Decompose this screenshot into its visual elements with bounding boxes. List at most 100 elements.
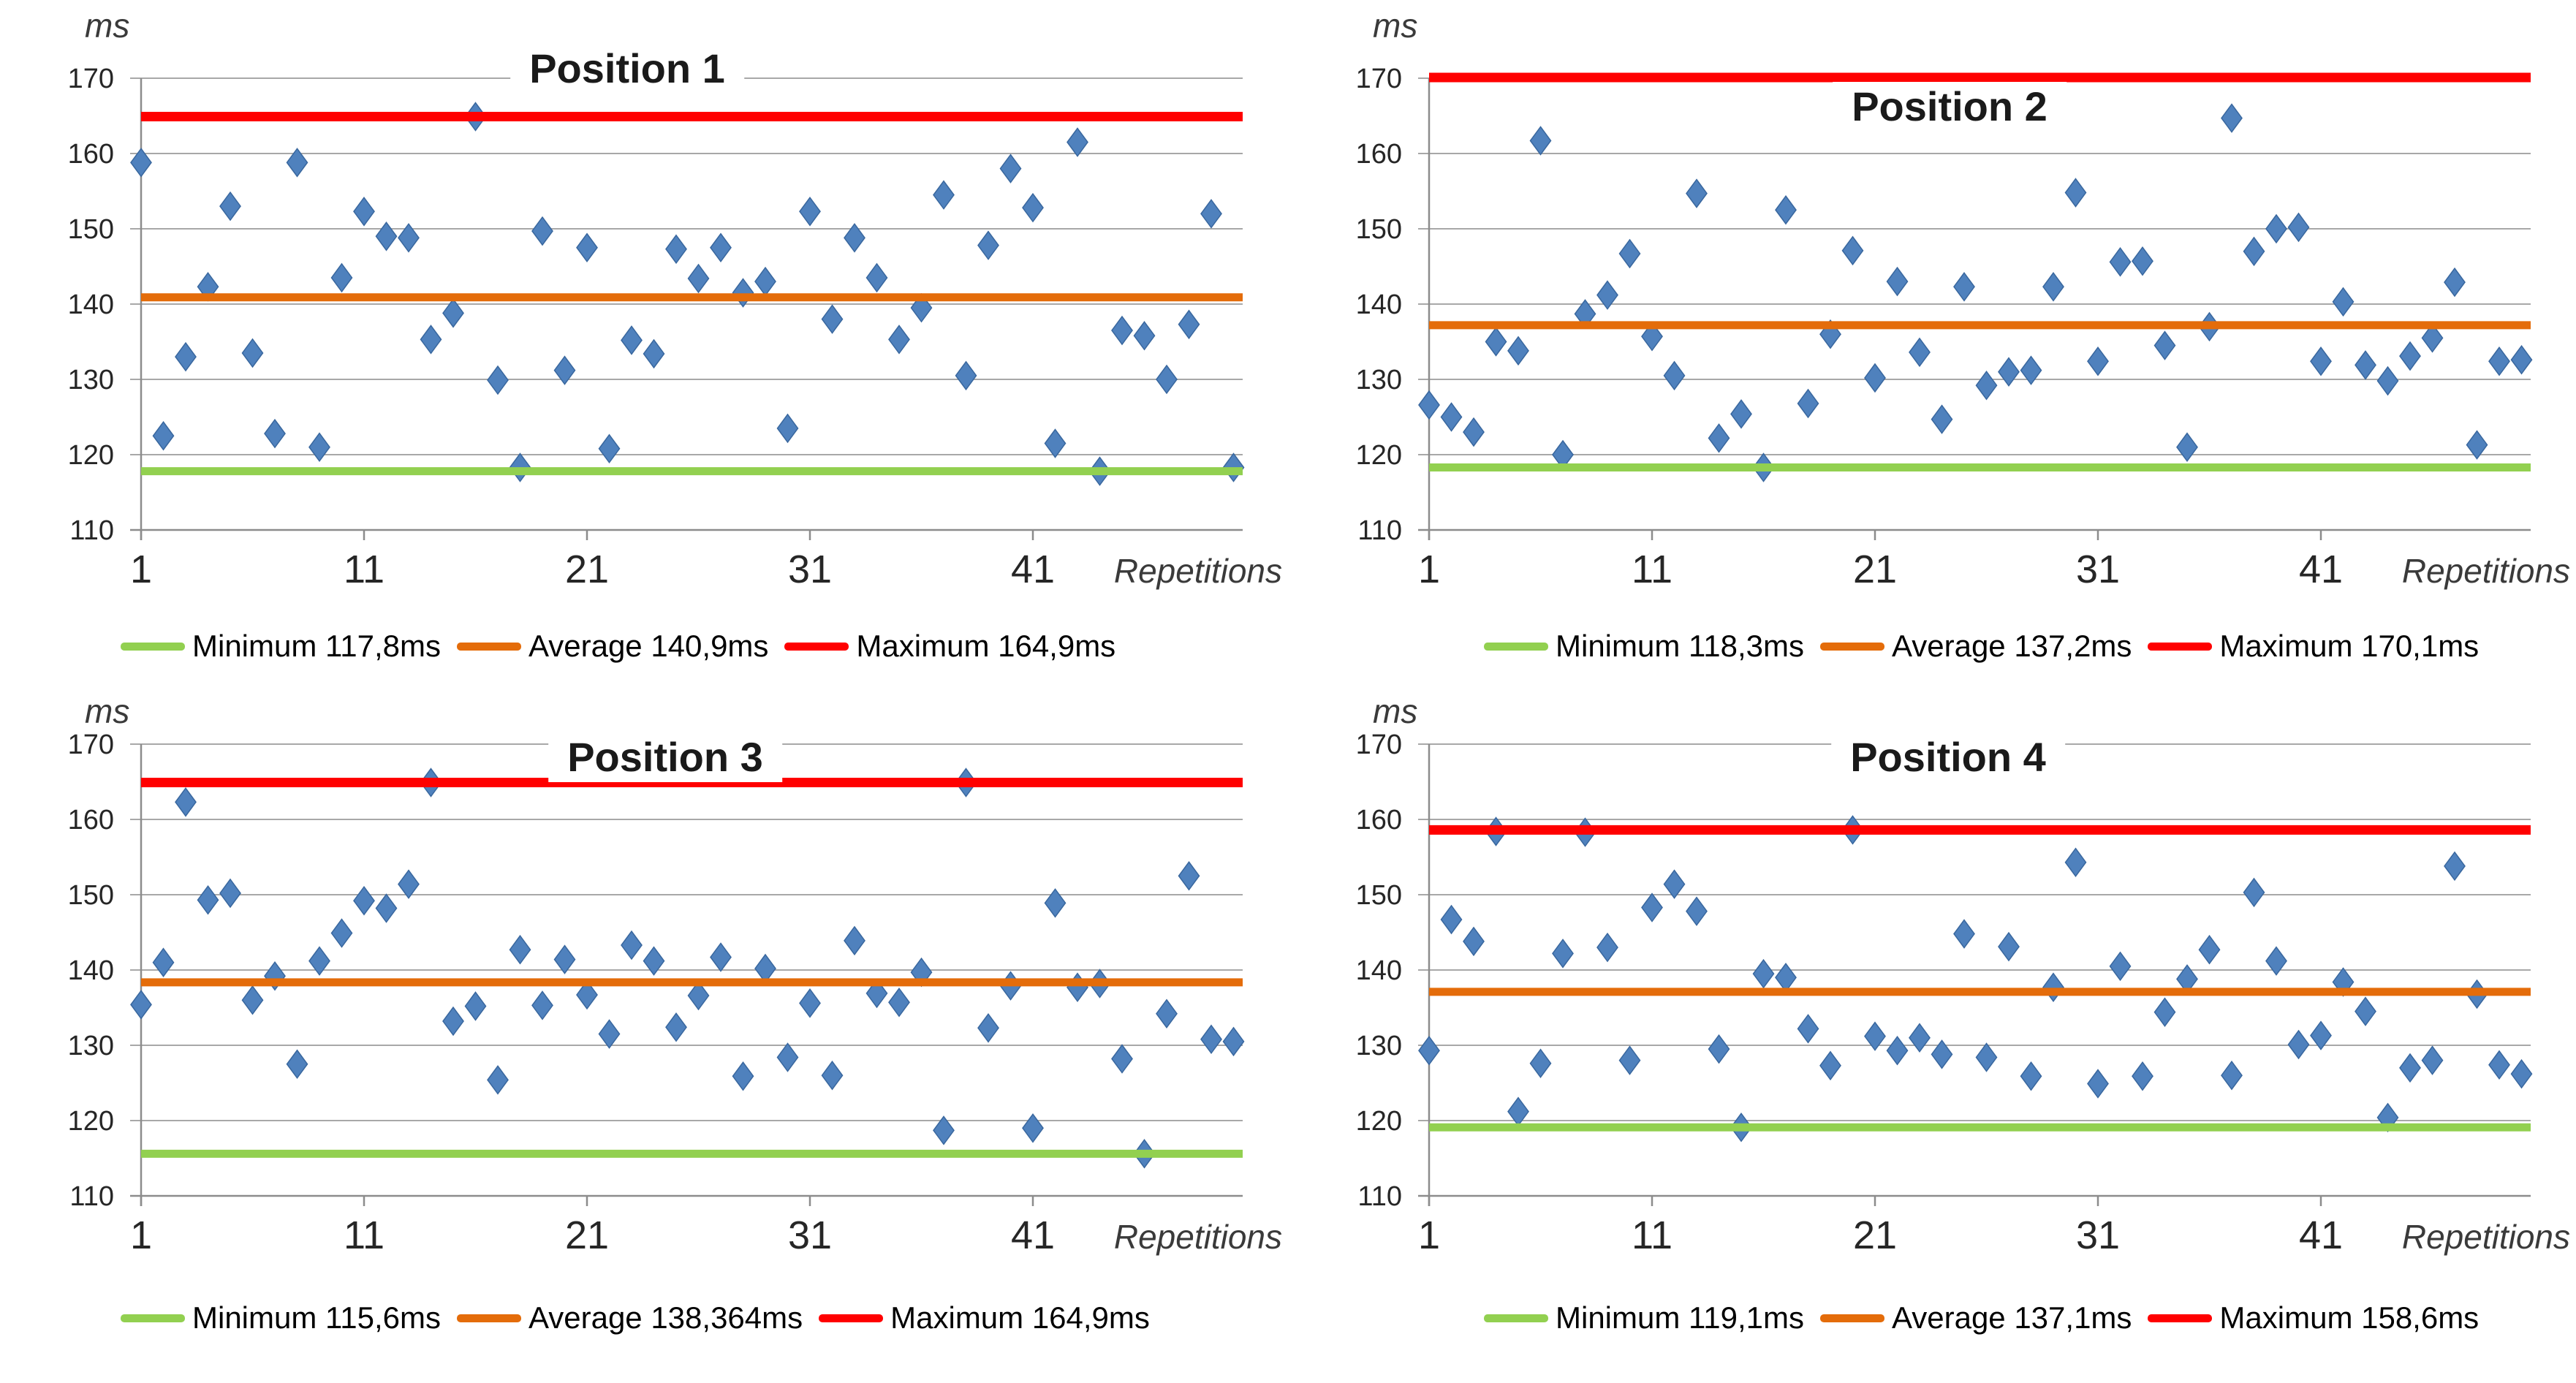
chart-title: Position 1 <box>510 44 744 94</box>
data-point-marker <box>1111 1044 1133 1074</box>
data-point-marker <box>933 1115 955 1145</box>
data-point-marker <box>1044 888 1067 918</box>
data-point-marker <box>1708 1034 1730 1064</box>
data-point-marker <box>2265 213 2287 244</box>
x-tick-label: 11 <box>1632 547 1672 591</box>
data-point-marker <box>308 946 330 976</box>
data-point-marker <box>2132 246 2153 276</box>
data-point-marker <box>799 988 821 1018</box>
y-tick-labels: 110 120 130 140 150 160 170 <box>68 64 114 546</box>
data-point-marker <box>1909 1023 1931 1053</box>
data-point-marker <box>2221 1060 2243 1091</box>
y-tick-label: 150 <box>68 214 114 245</box>
maximum-line-swatch <box>784 642 849 651</box>
x-tick-label: 31 <box>2076 1213 2120 1257</box>
y-tick-labels: 110 120 130 140 150 160 170 <box>1356 730 1402 1212</box>
x-tick-labels: 1 11 21 31 41 <box>130 547 1055 591</box>
y-tick-label: 170 <box>68 64 114 94</box>
x-tick-label: 11 <box>1632 1213 1672 1257</box>
legend-label-maximum: Maximum 158,6ms <box>2219 1300 2480 1335</box>
data-point-marker <box>330 918 353 948</box>
data-point-marker <box>732 1061 754 1091</box>
data-points <box>130 768 1245 1169</box>
data-point-marker <box>2020 1061 2042 1091</box>
data-point-marker <box>2399 1053 2421 1083</box>
data-point-marker <box>1529 1048 1552 1078</box>
y-tick-label: 160 <box>1356 139 1402 170</box>
data-point-marker <box>598 433 621 464</box>
data-point-marker <box>1931 1039 1953 1069</box>
data-point-marker <box>487 1065 509 1095</box>
data-point-marker <box>1841 235 1864 266</box>
x-tick-label: 31 <box>788 547 832 591</box>
data-point-marker <box>687 980 710 1011</box>
data-point-marker <box>1200 199 1222 229</box>
legend: Minimum 118,3ms Average 137,2ms Maximum … <box>1484 629 2495 664</box>
data-point-marker <box>420 325 442 355</box>
legend-item-minimum: Minimum 115,6ms <box>121 1300 441 1335</box>
minimum-line-swatch <box>1484 1314 1548 1322</box>
legend-item-maximum: Maximum 158,6ms <box>2148 1300 2479 1335</box>
data-point-marker <box>2287 212 2310 243</box>
legend-item-average: Average 140,9ms <box>456 629 768 664</box>
chart-title: Position 2 <box>1833 82 2067 132</box>
x-tick-label: 21 <box>1853 1213 1897 1257</box>
y-tick-label: 120 <box>68 1106 114 1137</box>
data-point-marker <box>487 365 509 395</box>
y-tick-label: 130 <box>68 365 114 395</box>
y-tick-label: 110 <box>69 1181 114 1212</box>
data-point-marker <box>1485 327 1507 357</box>
minimum-line-swatch <box>121 642 185 651</box>
data-point-marker <box>1864 1021 1886 1051</box>
data-point-marker <box>1596 280 1618 310</box>
data-point-marker <box>1178 860 1200 891</box>
data-point-marker <box>643 946 665 976</box>
data-point-marker <box>286 148 308 178</box>
data-point-marker <box>977 1013 999 1043</box>
data-point-marker <box>1686 178 1708 208</box>
data-point-marker <box>1686 896 1708 926</box>
data-point-marker <box>1022 192 1044 223</box>
y-tick-label: 160 <box>1356 805 1402 836</box>
y-tick-label: 120 <box>1356 440 1402 471</box>
data-points <box>1418 103 2533 482</box>
data-point-marker <box>1730 399 1752 429</box>
data-point-marker <box>152 420 175 451</box>
x-tick-label: 31 <box>788 1213 832 1257</box>
data-point-marker <box>1463 926 1485 957</box>
y-tick-label: 140 <box>1356 955 1402 986</box>
data-point-marker <box>2287 1029 2310 1060</box>
data-point-marker <box>398 223 420 253</box>
chart-title: Position 4 <box>1831 732 2065 783</box>
legend-label-minimum: Minimum 119,1ms <box>1556 1300 1804 1335</box>
x-tick-label: 1 <box>130 547 152 591</box>
x-tick-label: 21 <box>1853 547 1897 591</box>
data-point-marker <box>375 893 398 923</box>
x-axis-ticks <box>1428 530 2322 540</box>
data-point-marker <box>1596 932 1618 963</box>
x-tick-label: 21 <box>565 1213 609 1257</box>
x-axis-title: Repetitions <box>1114 1218 1282 1256</box>
data-point-marker <box>531 990 553 1020</box>
y-axis-unit-label: ms <box>85 7 130 45</box>
legend-item-maximum: Maximum 164,9ms <box>819 1300 1150 1335</box>
data-point-marker <box>1200 1024 1222 1055</box>
data-point-marker <box>1953 272 1975 302</box>
data-point-marker <box>598 1019 621 1049</box>
maximum-line-swatch <box>2148 1314 2213 1322</box>
x-tick-label: 1 <box>1418 1213 1440 1257</box>
x-axis-ticks <box>140 530 1034 540</box>
data-point-marker <box>2042 972 2064 1002</box>
x-axis-title: Repetitions <box>2402 552 2570 590</box>
data-point-marker <box>2488 346 2510 376</box>
data-point-marker <box>1178 309 1200 340</box>
y-tick-label: 120 <box>1356 1106 1402 1137</box>
x-tick-label: 21 <box>565 547 609 591</box>
data-point-marker <box>2198 934 2221 965</box>
data-point-marker <box>1156 364 1178 395</box>
data-point-marker <box>353 885 375 916</box>
y-tick-labels: 110 120 130 140 150 160 170 <box>1356 64 1402 546</box>
data-point-marker <box>2421 1045 2444 1075</box>
